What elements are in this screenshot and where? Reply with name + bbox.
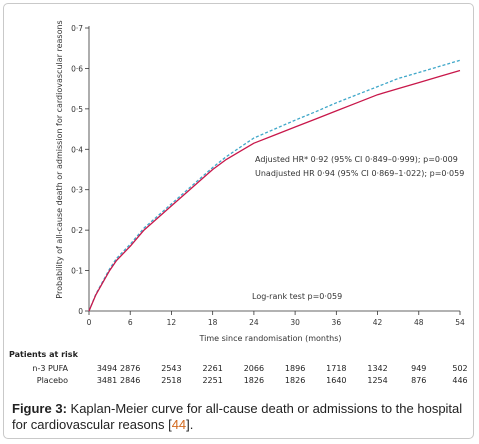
risk-row-label: n-3 PUFA — [32, 364, 68, 373]
y-tick-label: 0·2 — [71, 226, 83, 235]
caption-end: ]. — [186, 417, 194, 432]
x-tick-label: 6 — [128, 318, 133, 327]
risk-count: 1826 — [243, 376, 265, 385]
y-tick-label: 0 — [78, 307, 83, 316]
risk-count: 2251 — [202, 376, 223, 385]
series-group — [88, 59, 461, 312]
x-tick-label: 48 — [414, 318, 424, 327]
x-tick-label: 12 — [167, 318, 177, 327]
x-tick-label: 30 — [290, 318, 300, 327]
risk-count: 1254 — [367, 376, 388, 385]
caption-text: Kaplan-Meier curve for all-cause death o… — [12, 401, 463, 432]
unadjusted-hr-annotation: Unadjusted HR 0·94 (95% CI 0·869–1·022);… — [255, 169, 464, 178]
figure-caption: Figure 3: Kaplan-Meier curve for all-cau… — [12, 401, 467, 433]
risk-count: 3494 — [96, 364, 118, 373]
risk-count: 2518 — [161, 376, 182, 385]
risk-count: 1896 — [284, 364, 306, 373]
axes: 0 0·1 0·2 0·3 0·4 0·5 0·6 0·7 0 6 12 18 24 30 36 42 48 54 — [71, 24, 465, 327]
risk-count: 2876 — [120, 364, 141, 373]
y-axis-label: Probability of all-cause death or admiss… — [55, 20, 64, 298]
risk-count: 1640 — [326, 376, 347, 385]
x-tick-label: 42 — [373, 318, 383, 327]
risk-count: 2066 — [243, 364, 265, 373]
x-tick-label: 0 — [87, 318, 92, 327]
risk-count: 3481 — [96, 376, 118, 385]
y-tick-label: 0·7 — [71, 24, 83, 33]
x-tick-label: 18 — [208, 318, 218, 327]
risk-row-label: Placebo — [36, 376, 68, 385]
risk-count: 1342 — [367, 364, 388, 373]
figure-frame — [3, 3, 474, 439]
x-tick-label: 36 — [332, 318, 342, 327]
y-tick-label: 0·6 — [71, 64, 83, 73]
x-axis-label: Time since randomisation (months) — [198, 334, 341, 343]
y-tick-label: 0·1 — [71, 267, 83, 276]
x-tick-label: 24 — [249, 318, 259, 327]
risk-count: 2261 — [202, 364, 223, 373]
risk-count: 1826 — [284, 376, 306, 385]
km-chart: 0 0·1 0·2 0·3 0·4 0·5 0·6 0·7 0 6 12 18 24 30 36 42 48 54… — [55, 20, 465, 343]
risk-count: 1718 — [326, 364, 347, 373]
series-line-n-3-pufa — [88, 69, 461, 312]
figure-label: Figure 3: — [12, 401, 67, 416]
risk-count: 502 — [452, 364, 468, 373]
y-tick-label: 0·4 — [71, 145, 83, 154]
risk-count: 2543 — [161, 364, 182, 373]
risk-count: 949 — [411, 364, 427, 373]
reference-link[interactable]: 44 — [171, 417, 187, 432]
risk-count: 2846 — [120, 376, 141, 385]
risk-count: 446 — [452, 376, 468, 385]
y-tick-label: 0·3 — [71, 186, 83, 195]
series-line-placebo — [88, 59, 461, 312]
adjusted-hr-annotation: Adjusted HR* 0·92 (95% CI 0·849–0·999); … — [255, 155, 458, 164]
x-tick-label: 54 — [455, 318, 465, 327]
risk-count: 876 — [411, 376, 427, 385]
y-tick-label: 0·5 — [71, 105, 83, 114]
logrank-annotation: Log-rank test p=0·059 — [252, 292, 342, 301]
risk-table-title: Patients at risk — [9, 350, 78, 359]
